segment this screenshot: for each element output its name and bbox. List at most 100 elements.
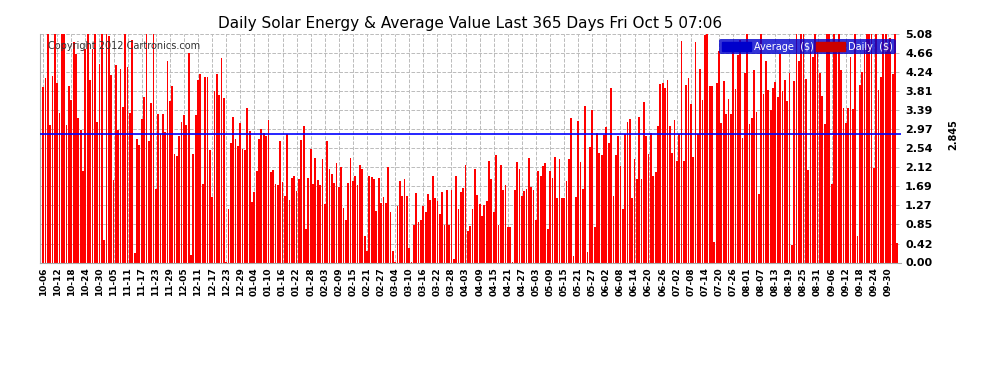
Bar	[580, 162, 581, 262]
Bar	[245, 150, 246, 262]
Bar	[240, 123, 242, 262]
Bar	[678, 134, 680, 262]
Bar	[509, 227, 511, 262]
Bar	[502, 190, 504, 262]
Bar	[730, 114, 732, 262]
Bar	[122, 107, 124, 262]
Bar	[152, 31, 154, 262]
Bar	[765, 60, 767, 262]
Bar	[514, 190, 516, 262]
Bar	[248, 131, 250, 262]
Bar	[432, 176, 434, 262]
Bar	[272, 170, 274, 262]
Bar	[615, 155, 617, 262]
Bar	[132, 40, 134, 262]
Bar	[146, 31, 148, 262]
Bar	[453, 259, 454, 262]
Bar	[277, 185, 279, 262]
Bar	[639, 117, 641, 262]
Bar	[880, 76, 882, 262]
Bar	[319, 185, 321, 262]
Bar	[582, 189, 584, 262]
Bar	[91, 48, 93, 262]
Bar	[829, 31, 831, 262]
Bar	[517, 162, 518, 262]
Bar	[535, 220, 537, 262]
Bar	[762, 94, 764, 262]
Bar	[401, 196, 403, 262]
Bar	[841, 70, 842, 262]
Bar	[284, 195, 286, 262]
Bar	[267, 120, 269, 262]
Bar	[647, 153, 649, 262]
Bar	[120, 69, 122, 262]
Bar	[230, 143, 232, 262]
Bar	[589, 147, 591, 262]
Bar	[80, 130, 81, 262]
Bar	[774, 82, 776, 262]
Bar	[598, 153, 600, 262]
Bar	[356, 185, 358, 262]
Bar	[673, 120, 675, 262]
Bar	[781, 91, 783, 262]
Bar	[430, 200, 432, 262]
Bar	[56, 83, 58, 262]
Bar	[258, 139, 260, 262]
Bar	[572, 256, 574, 262]
Bar	[894, 31, 896, 262]
Bar	[420, 220, 422, 262]
Bar	[65, 125, 67, 262]
Bar	[789, 73, 790, 262]
Bar	[439, 214, 441, 262]
Bar	[368, 176, 370, 262]
Bar	[211, 197, 213, 262]
Bar	[99, 64, 100, 262]
Bar	[349, 158, 351, 262]
Bar	[300, 140, 302, 262]
Bar	[347, 183, 349, 262]
Bar	[178, 136, 180, 262]
Bar	[622, 209, 624, 262]
Bar	[885, 31, 886, 262]
Bar	[632, 198, 633, 262]
Bar	[134, 254, 136, 262]
Bar	[84, 50, 86, 262]
Bar	[378, 178, 379, 262]
Bar	[613, 196, 614, 262]
Bar	[125, 31, 126, 262]
Bar	[51, 76, 53, 262]
Bar	[435, 198, 436, 262]
Bar	[608, 143, 610, 262]
Bar	[707, 31, 708, 262]
Bar	[303, 126, 305, 262]
Bar	[96, 122, 98, 262]
Bar	[723, 81, 725, 262]
Bar	[101, 32, 103, 262]
Bar	[659, 84, 661, 262]
Bar	[446, 190, 447, 262]
Bar	[587, 252, 588, 262]
Bar	[834, 31, 835, 262]
Bar	[760, 31, 762, 262]
Bar	[61, 31, 62, 262]
Bar	[538, 171, 540, 262]
Bar	[596, 133, 598, 262]
Bar	[450, 190, 452, 262]
Bar	[162, 114, 163, 262]
Bar	[479, 204, 480, 262]
Bar	[159, 134, 161, 262]
Bar	[606, 127, 607, 262]
Bar	[617, 136, 619, 262]
Bar	[72, 42, 74, 262]
Bar	[838, 31, 840, 262]
Bar	[683, 161, 685, 262]
Bar	[207, 77, 208, 262]
Bar	[680, 41, 682, 262]
Bar	[856, 236, 858, 262]
Bar	[94, 31, 96, 262]
Bar	[455, 176, 457, 262]
Bar	[812, 57, 814, 262]
Bar	[341, 166, 343, 262]
Bar	[661, 82, 663, 262]
Bar	[50, 124, 51, 262]
